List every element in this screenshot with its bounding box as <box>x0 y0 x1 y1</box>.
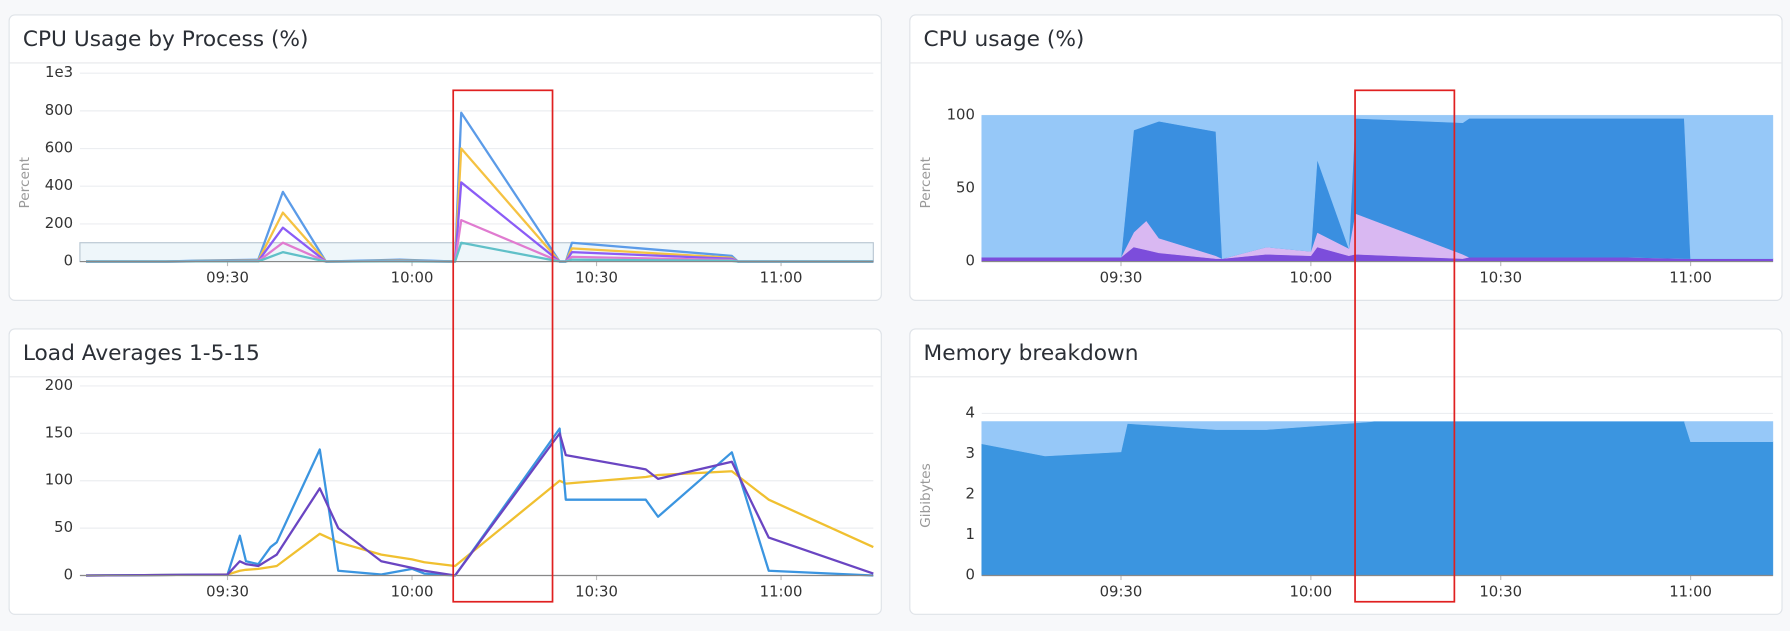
x-tick-label: 11:00 <box>1669 270 1712 287</box>
x-tick-label: 09:30 <box>206 584 249 601</box>
y-tick-label: 0 <box>965 253 974 270</box>
chart-title: CPU Usage by Process (%) <box>23 27 309 52</box>
y-tick-label: 400 <box>45 177 73 194</box>
y-tick-label: 1e3 <box>45 64 73 81</box>
series-area <box>981 421 1774 457</box>
series-line <box>86 427 874 577</box>
x-tick-label: 10:00 <box>391 584 434 601</box>
series-line <box>86 432 874 577</box>
series-line <box>86 470 874 577</box>
x-tick-label: 10:30 <box>1479 584 1522 601</box>
y-tick-label: 1 <box>965 526 974 543</box>
series-area <box>981 115 1774 260</box>
x-tick-label: 11:00 <box>1669 584 1712 601</box>
x-tick-label: 10:00 <box>1289 270 1332 287</box>
y-tick-label: 800 <box>45 102 73 119</box>
y-axis-label: Percent <box>17 156 33 208</box>
panel <box>8 14 882 301</box>
chart-title: Memory breakdown <box>924 341 1139 366</box>
y-tick-label: 200 <box>45 377 73 394</box>
x-tick-label: 10:00 <box>1289 584 1332 601</box>
x-tick-label: 09:30 <box>1100 270 1143 287</box>
y-tick-label: 4 <box>965 404 974 421</box>
x-tick-label: 10:30 <box>575 584 618 601</box>
x-tick-label: 10:00 <box>391 270 434 287</box>
panel <box>8 328 882 615</box>
y-axis-label: Percent <box>918 156 934 208</box>
y-tick-label: 3 <box>965 445 974 462</box>
chart-title: Load Averages 1-5-15 <box>23 341 260 366</box>
y-tick-label: 0 <box>64 253 73 270</box>
x-tick-label: 09:30 <box>206 270 249 287</box>
y-tick-label: 0 <box>965 566 974 583</box>
y-tick-label: 2 <box>965 485 974 502</box>
y-tick-label: 0 <box>64 566 73 583</box>
y-tick-label: 100 <box>947 106 975 123</box>
x-tick-label: 11:00 <box>760 270 803 287</box>
x-tick-label: 10:30 <box>1479 270 1522 287</box>
x-tick-label: 10:30 <box>575 270 618 287</box>
y-tick-label: 100 <box>45 472 73 489</box>
x-tick-label: 09:30 <box>1100 584 1143 601</box>
y-tick-label: 600 <box>45 140 73 157</box>
highlight-box <box>452 89 554 603</box>
y-tick-label: 50 <box>956 179 975 196</box>
y-tick-label: 200 <box>45 215 73 232</box>
x-tick-label: 11:00 <box>760 584 803 601</box>
chart-title: CPU usage (%) <box>924 27 1085 52</box>
y-tick-label: 150 <box>45 424 73 441</box>
y-tick-label: 50 <box>54 519 73 536</box>
y-axis-label: Gibibytes <box>918 463 934 528</box>
highlight-box <box>1354 89 1456 603</box>
